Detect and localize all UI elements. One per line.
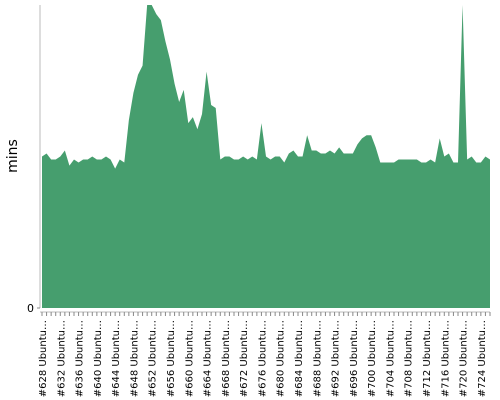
x-tick-label: #660 Ubuntu… <box>184 320 195 397</box>
x-tick-label: #644 Ubuntu… <box>111 320 122 397</box>
x-tick-label: #724 Ubuntu… <box>477 320 488 397</box>
y-tick-label: 0 <box>27 302 34 315</box>
area <box>42 5 490 308</box>
x-tick-label: #684 Ubuntu… <box>294 320 305 397</box>
x-tick-label: #628 Ubuntu… <box>38 320 49 397</box>
x-tick-label: #692 Ubuntu… <box>331 320 342 397</box>
x-tick-label: #668 Ubuntu… <box>221 320 232 397</box>
x-tick-label: #696 Ubuntu… <box>349 320 360 397</box>
x-tick-label: #664 Ubuntu… <box>203 320 214 397</box>
x-tick-label: #656 Ubuntu… <box>166 320 177 397</box>
x-tick-label: #672 Ubuntu… <box>239 320 250 397</box>
x-tick-label: #648 Ubuntu… <box>129 320 140 397</box>
x-tick-label: #652 Ubuntu… <box>148 320 159 397</box>
x-tick-label: #632 Ubuntu… <box>56 320 67 397</box>
x-tick-label: #708 Ubuntu… <box>404 320 415 397</box>
x-tick-label: #636 Ubuntu… <box>75 320 86 397</box>
x-tick-label: #712 Ubuntu… <box>422 320 433 397</box>
x-tick-label: #640 Ubuntu… <box>93 320 104 397</box>
x-tick-label: #716 Ubuntu… <box>440 320 451 397</box>
y-axis-label: mins <box>5 139 21 173</box>
x-tick-label: #704 Ubuntu… <box>385 320 396 397</box>
x-tick-label: #700 Ubuntu… <box>367 320 378 397</box>
x-tick-label: #720 Ubuntu… <box>459 320 470 397</box>
x-tick-label: #676 Ubuntu… <box>257 320 268 397</box>
x-tick-label: #680 Ubuntu… <box>276 320 287 397</box>
x-tick-label: #688 Ubuntu… <box>312 320 323 397</box>
